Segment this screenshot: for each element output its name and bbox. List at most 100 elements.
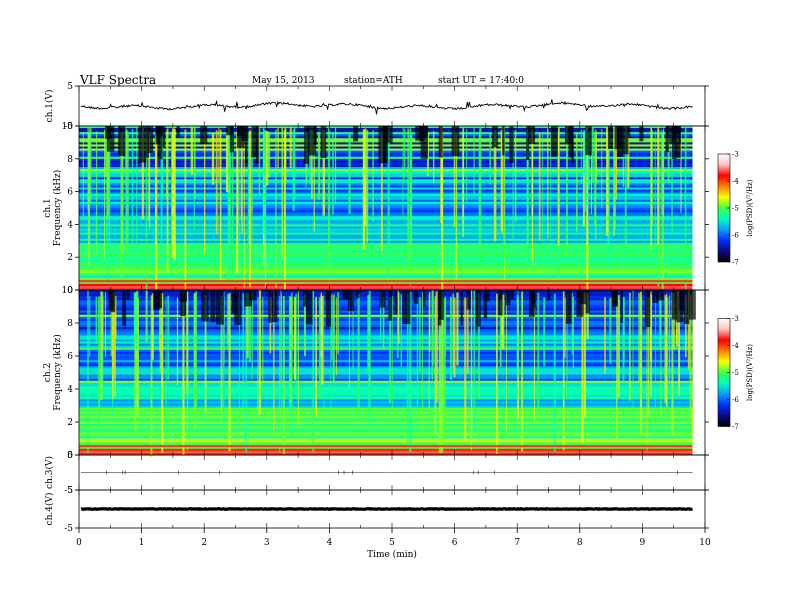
low-power-gap xyxy=(652,290,659,304)
spectrogram-band xyxy=(79,320,693,324)
impulse-streak xyxy=(120,133,123,281)
spectrogram-band xyxy=(79,308,693,311)
y-axis-label: ch.3(V) xyxy=(44,456,55,489)
spectrogram-band xyxy=(79,185,693,188)
impulse-streak xyxy=(245,293,248,453)
impulse-streak xyxy=(184,129,187,294)
impulse-streak xyxy=(500,296,503,350)
impulse-streak xyxy=(646,297,648,451)
impulse-streak xyxy=(148,131,150,221)
spectrogram-band xyxy=(79,294,693,297)
low-power-gap xyxy=(244,290,253,307)
low-power-gap xyxy=(241,126,249,142)
spectrogram-band xyxy=(79,265,693,268)
spectrogram-band xyxy=(79,208,693,211)
low-power-gap xyxy=(215,290,224,325)
y-tick-label: 6 xyxy=(67,188,73,198)
impulse-streak xyxy=(435,291,438,403)
spectrogram-band xyxy=(79,397,693,400)
impulse-streak xyxy=(566,294,568,401)
impulse-streak xyxy=(604,297,606,374)
low-power-gap xyxy=(402,290,411,325)
impulse-streak xyxy=(242,293,245,408)
spectrogram-band xyxy=(79,187,693,190)
impulse-streak xyxy=(372,130,374,222)
colorbar-label: log(PSD)(V²/Hz) xyxy=(746,344,754,401)
colorbar-tick-label: -6 xyxy=(732,232,739,240)
spectrogram-band xyxy=(79,300,693,303)
impulse-streak xyxy=(538,132,541,242)
impulse-streak xyxy=(231,128,234,283)
impulse-streak xyxy=(323,295,325,423)
ch4-timeseries-trace xyxy=(80,506,694,512)
low-power-gap xyxy=(162,126,166,147)
impulse-streak xyxy=(613,127,616,237)
impulse-streak xyxy=(220,295,222,411)
impulse-streak xyxy=(289,126,292,169)
impulse-streak xyxy=(478,131,480,255)
spectrogram-band xyxy=(79,413,693,417)
spectrogram-band xyxy=(79,337,693,340)
low-power-gap xyxy=(176,126,180,137)
impulse-streak xyxy=(291,292,293,439)
impulse-streak xyxy=(228,293,231,452)
low-power-gap xyxy=(683,290,690,325)
impulse-streak xyxy=(104,129,106,260)
low-power-gap xyxy=(526,126,530,161)
impulse-streak xyxy=(678,291,681,396)
impulse-streak xyxy=(237,133,239,223)
impulse-streak xyxy=(494,130,497,241)
low-power-gap xyxy=(126,290,130,300)
impulse-streak xyxy=(595,129,597,239)
low-power-gap xyxy=(379,290,386,308)
y-axis-label: ch.2 xyxy=(43,363,53,382)
impulse-streak xyxy=(173,129,176,260)
spectrogram-band xyxy=(79,263,693,266)
low-power-gap xyxy=(118,126,121,156)
low-power-gap xyxy=(415,126,423,141)
spectrogram-band xyxy=(79,261,693,264)
impulse-streak xyxy=(264,129,267,238)
impulse-streak xyxy=(680,132,682,213)
spectrogram-band xyxy=(79,428,693,431)
impulse-streak xyxy=(95,296,98,344)
impulse-streak xyxy=(434,296,437,435)
spectrogram-band xyxy=(79,181,693,184)
impulse-streak xyxy=(594,132,596,225)
impulse-streak xyxy=(391,296,393,414)
impulse-streak xyxy=(400,294,403,367)
low-power-gap xyxy=(547,290,551,301)
impulse-streak xyxy=(547,128,549,239)
impulse-streak xyxy=(133,292,136,346)
spectrogram-band xyxy=(79,201,693,205)
low-power-gap xyxy=(509,126,514,163)
impulse-streak xyxy=(289,296,292,403)
impulse-streak xyxy=(409,132,411,237)
low-power-gap xyxy=(353,126,359,142)
low-power-gap xyxy=(438,126,443,158)
spectrogram-band xyxy=(79,358,693,361)
impulse-streak xyxy=(313,129,315,232)
impulse-streak xyxy=(473,127,475,196)
spectrogram-band xyxy=(79,434,693,437)
low-power-gap xyxy=(550,126,558,157)
low-power-gap xyxy=(669,126,676,144)
y-axis-label: Frequency (kHz) xyxy=(52,334,63,411)
spectrogram-band xyxy=(79,238,693,242)
impulse-streak xyxy=(441,131,444,294)
spectrogram-band xyxy=(79,403,693,406)
spectrogram-band xyxy=(79,210,693,213)
low-power-gap xyxy=(145,126,149,158)
spectrogram-band xyxy=(79,432,693,435)
impulse-streak xyxy=(364,128,367,227)
impulse-streak xyxy=(464,297,467,439)
low-power-gap xyxy=(585,126,592,156)
impulse-streak xyxy=(236,131,239,274)
spectrogram-band xyxy=(79,430,693,433)
y-tick-label: 5 xyxy=(67,486,73,496)
impulse-streak xyxy=(617,295,620,397)
spectrogram-band xyxy=(79,226,693,229)
spectrogram-band xyxy=(79,267,693,270)
spectrogram-band xyxy=(79,298,693,301)
spectrogram-band xyxy=(79,327,693,330)
